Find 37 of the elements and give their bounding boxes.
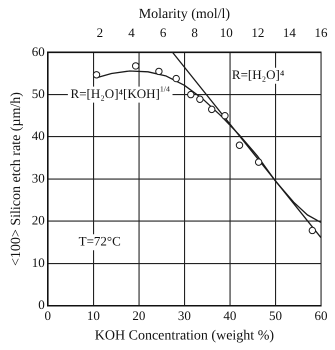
x-tick-label: 20 bbox=[132, 308, 146, 323]
y-tick-label: 20 bbox=[32, 212, 45, 228]
point bbox=[155, 68, 163, 76]
point bbox=[92, 71, 100, 78]
x2-tick-label: 4 bbox=[128, 25, 136, 40]
point bbox=[221, 112, 229, 120]
annotation: T=72°C bbox=[78, 234, 121, 249]
y-tick-label: 10 bbox=[32, 254, 45, 270]
y-tick-label: 50 bbox=[32, 86, 45, 102]
x2-axis-title: Molarity (mol/l) bbox=[138, 7, 230, 22]
x2-tick-label: 8 bbox=[191, 25, 198, 40]
x-tick-label: 50 bbox=[268, 308, 282, 323]
point bbox=[187, 90, 194, 98]
point bbox=[254, 158, 262, 166]
point bbox=[196, 96, 204, 103]
x-tick-label: 40 bbox=[223, 308, 236, 323]
x-tick-label: 60 bbox=[314, 308, 328, 323]
y-tick-label: 40 bbox=[32, 128, 45, 144]
x2-tick-label: 16 bbox=[314, 25, 328, 40]
x-tick-label: 30 bbox=[178, 308, 191, 323]
point bbox=[308, 226, 316, 234]
annotation: R=[H₂O]⁴ bbox=[232, 67, 285, 82]
y-tick-label: 0 bbox=[38, 297, 45, 312]
x2-tick-label: 6 bbox=[160, 25, 167, 40]
x-tick-label: 10 bbox=[86, 308, 100, 323]
point bbox=[132, 62, 140, 70]
point bbox=[236, 142, 244, 149]
x2-tick-label: 10 bbox=[220, 25, 233, 40]
y-tick-label: 60 bbox=[32, 44, 45, 59]
y-tick-label: 30 bbox=[32, 170, 45, 186]
point bbox=[208, 106, 216, 114]
point bbox=[172, 74, 180, 82]
x2-tick-label: 12 bbox=[251, 25, 264, 40]
x2-tick-label: 2 bbox=[96, 25, 104, 40]
x-axis-title: KOH Concentration (weight %) bbox=[94, 328, 274, 344]
x2-tick-label: 14 bbox=[282, 25, 296, 40]
y-axis-title: <100> Silicon etch rate (µm/h) bbox=[9, 92, 24, 266]
